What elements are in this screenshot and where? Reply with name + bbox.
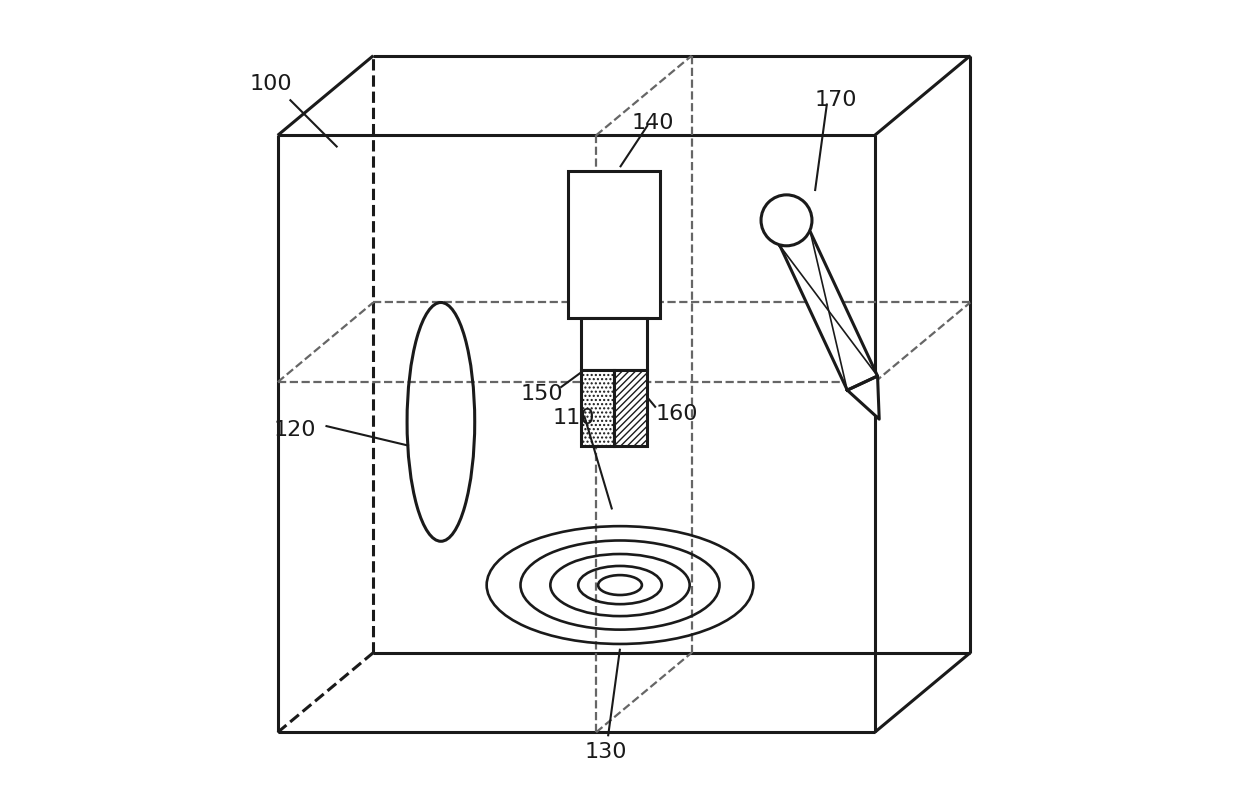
- Text: 110: 110: [552, 408, 595, 428]
- Text: 140: 140: [632, 113, 675, 134]
- Text: 160: 160: [656, 404, 698, 424]
- Text: 100: 100: [249, 73, 293, 94]
- Polygon shape: [780, 232, 878, 390]
- Bar: [582, 318, 647, 370]
- Text: 130: 130: [584, 742, 626, 763]
- Text: 120: 120: [274, 419, 316, 440]
- Text: 150: 150: [521, 384, 563, 404]
- Ellipse shape: [761, 195, 812, 246]
- Polygon shape: [847, 376, 879, 419]
- Text: 170: 170: [815, 89, 858, 110]
- Bar: [582, 370, 614, 446]
- Bar: [614, 370, 647, 446]
- Bar: [568, 171, 660, 318]
